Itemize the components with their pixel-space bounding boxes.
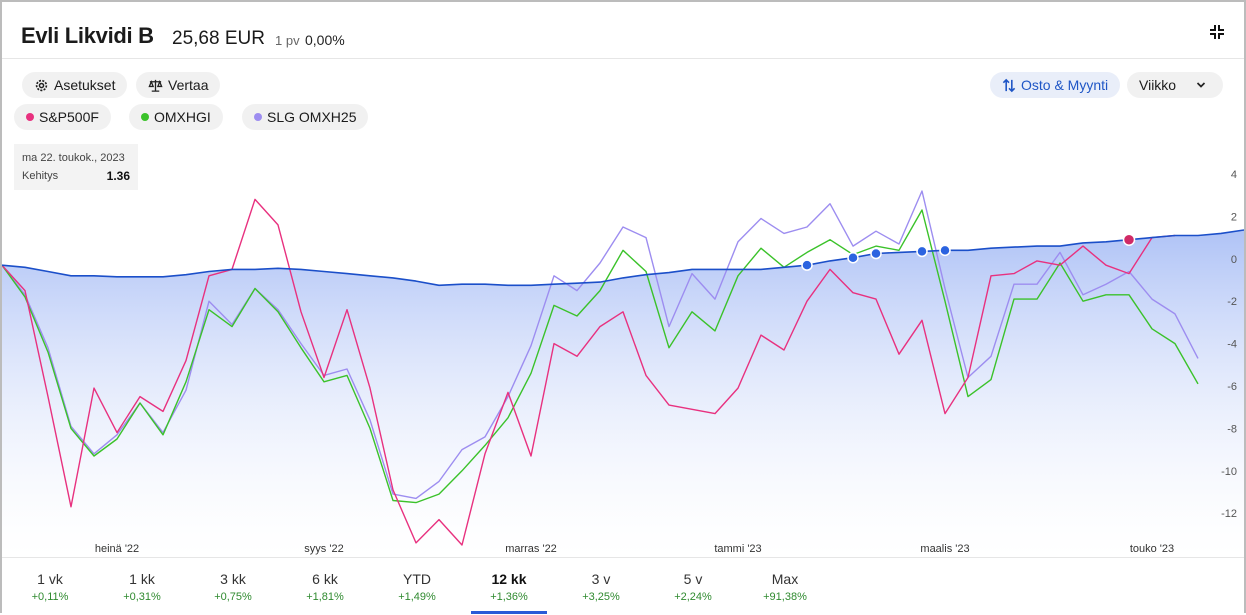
period-tabs: 1 vk +0,11% 1 kk +0,31% 3 kk +0,75% 6 kk +1,81%… xyxy=(2,557,1244,614)
series-line-evli-likvidi-b xyxy=(2,229,1244,287)
period-label: YTD xyxy=(403,571,431,587)
fund-price: 25,68 EUR xyxy=(172,28,265,49)
y-tick-label: 0 xyxy=(1231,254,1237,266)
interval-select[interactable]: Viikko xyxy=(1127,72,1223,98)
y-tick-label: -10 xyxy=(1221,466,1237,478)
y-tick-label: 2 xyxy=(1231,211,1237,223)
period-tab[interactable]: 6 kk +1,81% xyxy=(287,558,363,614)
x-tick-label: tammi '23 xyxy=(714,543,761,555)
series-color-dot xyxy=(26,113,34,122)
x-tick-label: touko '23 xyxy=(1130,543,1174,555)
settings-label: Asetukset xyxy=(54,77,116,93)
period-label: 5 v xyxy=(683,571,703,587)
y-tick-label: -4 xyxy=(1227,339,1237,351)
period-tab[interactable]: 3 v +3,25% xyxy=(563,558,639,614)
series-line-s-p500f xyxy=(2,198,1176,546)
settings-button[interactable]: Asetukset xyxy=(22,72,128,98)
period-change: +0,31% xyxy=(123,591,161,603)
period-tab[interactable]: 5 v +2,24% xyxy=(655,558,731,614)
change-period-label: 1 pv xyxy=(275,33,300,48)
period-change: +1,36% xyxy=(490,591,528,603)
series-color-dot xyxy=(254,113,262,122)
y-tick-label: -6 xyxy=(1227,381,1237,393)
tooltip-key: Kehitys xyxy=(22,170,59,182)
header: Evli Likvidi B 25,68 EUR 1 pv 0,00% xyxy=(2,2,1244,59)
series-area-evli xyxy=(2,230,1244,557)
period-change: +1,49% xyxy=(398,591,436,603)
y-tick-label: -8 xyxy=(1227,423,1237,435)
hover-tooltip: ma 22. toukok., 2023 Kehitys 1.36 xyxy=(14,144,138,190)
series-color-dot xyxy=(141,113,149,122)
x-tick-label: heinä '22 xyxy=(95,543,139,555)
y-tick-label: 4 xyxy=(1231,169,1237,181)
x-tick-label: syys '22 xyxy=(304,543,343,555)
series-line-omxhgi xyxy=(2,209,1199,504)
transaction-marker[interactable] xyxy=(801,259,813,271)
comparison-label: S&P500F xyxy=(39,109,99,125)
gear-icon xyxy=(35,79,48,92)
period-label: Max xyxy=(771,571,799,587)
comparison-chip-slg-omxh25[interactable]: SLG OMXH25 xyxy=(242,104,369,130)
buy-sell-label: Osto & Myynti xyxy=(1021,77,1109,93)
comparison-chip-sp500f[interactable]: S&P500F xyxy=(14,104,111,130)
swap-arrows-icon xyxy=(1002,78,1016,93)
hover-point-marker xyxy=(1122,233,1136,246)
compare-label: Vertaa xyxy=(168,77,209,93)
interval-value: Viikko xyxy=(1139,77,1177,93)
period-label: 6 kk xyxy=(312,571,338,587)
chevron-down-icon xyxy=(1196,82,1206,88)
period-tab[interactable]: 1 vk +0,11% xyxy=(12,558,88,614)
period-label: 3 kk xyxy=(220,571,246,587)
period-tab[interactable]: 1 kk +0,31% xyxy=(104,558,180,614)
tooltip-value: 1.36 xyxy=(106,169,130,183)
period-label: 3 v xyxy=(591,571,611,587)
period-tab[interactable]: YTD +1,49% xyxy=(379,558,455,614)
period-label: 1 vk xyxy=(37,571,63,587)
series-line-slg-omxh25 xyxy=(2,190,1199,500)
fund-title: Evli Likvidi B xyxy=(21,23,154,48)
comparison-chip-omxhgi[interactable]: OMXHGI xyxy=(129,104,223,130)
x-tick-label: maalis '23 xyxy=(920,543,969,555)
compare-button[interactable]: Vertaa xyxy=(136,72,221,98)
comparison-label: SLG OMXH25 xyxy=(267,109,357,125)
period-change: +1,81% xyxy=(306,591,344,603)
transaction-marker[interactable] xyxy=(939,244,951,257)
period-change: +91,38% xyxy=(763,591,807,603)
period-change: +0,75% xyxy=(214,591,252,603)
transaction-marker[interactable] xyxy=(916,245,928,258)
transaction-marker[interactable] xyxy=(847,251,859,264)
period-change: +2,24% xyxy=(674,591,712,603)
line-chart[interactable]: 4 2 0 -2 -4 -6 -8 -10 -12 heinä '22 syys '22 marra… xyxy=(2,142,1244,557)
period-tab[interactable]: Max +91,38% xyxy=(747,558,823,614)
period-tab[interactable]: 12 kk +1,36% xyxy=(471,558,547,614)
y-tick-label: -12 xyxy=(1221,508,1237,520)
y-tick-label: -2 xyxy=(1227,296,1237,308)
transaction-marker[interactable] xyxy=(870,247,882,260)
period-label: 12 kk xyxy=(491,571,527,587)
period-tab[interactable]: 3 kk +0,75% xyxy=(195,558,271,614)
tooltip-date: ma 22. toukok., 2023 xyxy=(22,152,125,164)
change-value: 0,00% xyxy=(305,32,345,48)
buy-sell-button[interactable]: Osto & Myynti xyxy=(990,72,1121,98)
x-tick-label: marras '22 xyxy=(505,543,557,555)
period-change: +0,11% xyxy=(31,591,69,603)
collapse-icon[interactable] xyxy=(1207,22,1227,42)
period-change: +3,25% xyxy=(582,591,620,603)
comparison-label: OMXHGI xyxy=(154,109,211,125)
period-label: 1 kk xyxy=(129,571,155,587)
scale-icon xyxy=(148,79,163,92)
